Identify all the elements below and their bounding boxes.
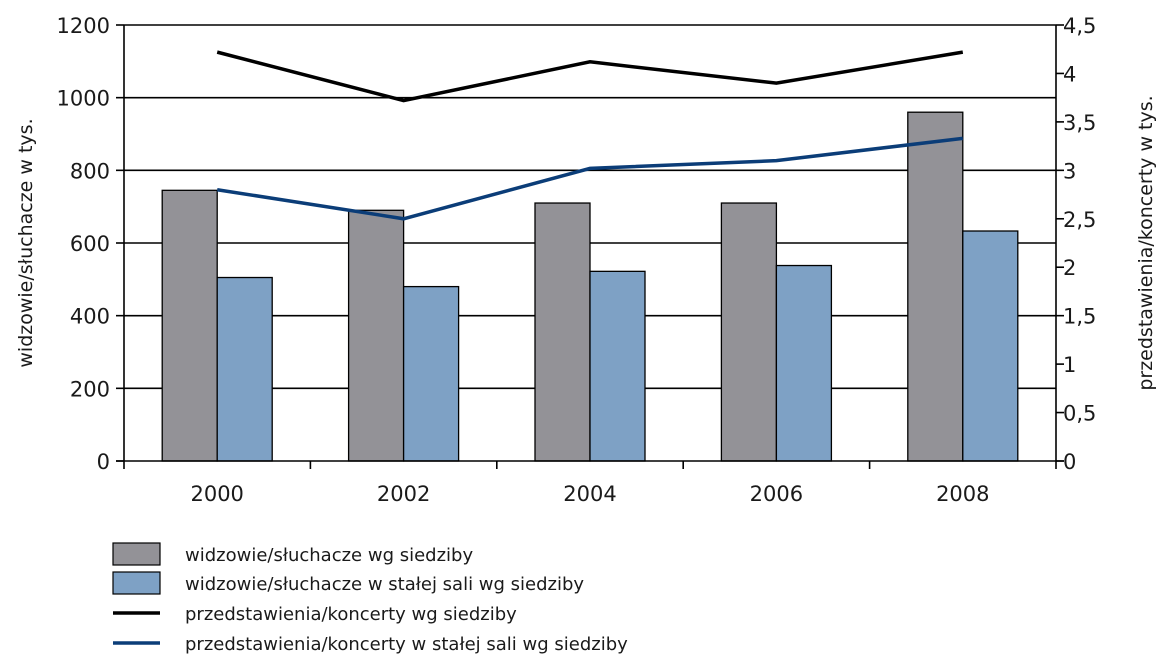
y-tick-label: 600 bbox=[70, 232, 110, 256]
bar bbox=[962, 230, 1019, 462]
y2-tick-label: 1,5 bbox=[1063, 305, 1096, 329]
y2-tick-label: 3 bbox=[1063, 159, 1076, 183]
y-tick-label: 400 bbox=[70, 305, 110, 329]
y2-tick-label: 0,5 bbox=[1063, 402, 1096, 426]
y-tick-label: 1200 bbox=[57, 14, 110, 38]
y-tick-label: 200 bbox=[70, 377, 110, 401]
x-tick-label: 2000 bbox=[190, 482, 243, 506]
series-lines bbox=[216, 50, 964, 221]
y2-axis-title: przedstawienia/koncerty w tys. bbox=[1135, 95, 1156, 390]
bar bbox=[589, 270, 646, 462]
x-tick-label: 2008 bbox=[936, 482, 989, 506]
bar bbox=[534, 202, 591, 462]
legend: widzowie/słuchacze wg siedziby widzowie/s… bbox=[112, 542, 628, 655]
bar bbox=[402, 285, 460, 462]
bars bbox=[161, 111, 1019, 462]
legend-swatch bbox=[112, 571, 161, 595]
bar bbox=[907, 111, 964, 462]
y-tick-label: 0 bbox=[97, 450, 110, 474]
y2-tick-label: 2,5 bbox=[1063, 208, 1096, 232]
y2-tick-label: 1 bbox=[1063, 353, 1076, 377]
y2-tick-label: 0 bbox=[1063, 450, 1076, 474]
legend-label: przedstawienia/koncerty wg siedziby bbox=[185, 604, 517, 625]
legend-label: przedstawienia/koncerty w stałej sali wg… bbox=[185, 634, 628, 655]
axes: 0 200 400 600 800 1000 1200 0 0,5 1 1,5 2 2,5 3 3,5 4 4,… bbox=[57, 14, 1097, 506]
y2-tick-label: 2 bbox=[1063, 256, 1076, 280]
bar bbox=[347, 209, 405, 462]
bar bbox=[161, 189, 218, 462]
legend-label: widzowie/słuchacze w stałej sali wg sied… bbox=[185, 574, 584, 595]
bar bbox=[775, 264, 833, 462]
legend-swatch bbox=[112, 542, 161, 566]
y2-tick-label: 3,5 bbox=[1063, 111, 1096, 135]
y-axis-title: widzowie/słuchacze w tys. bbox=[15, 118, 37, 367]
series-line bbox=[216, 136, 964, 221]
legend-label: widzowie/słuchacze wg siedziby bbox=[185, 545, 473, 566]
y-tick-label: 1000 bbox=[57, 87, 110, 111]
bar bbox=[216, 276, 273, 462]
y2-tick-label: 4,5 bbox=[1063, 14, 1096, 38]
x-tick-label: 2006 bbox=[750, 482, 803, 506]
x-tick-label: 2004 bbox=[563, 482, 616, 506]
x-tick-label: 2002 bbox=[377, 482, 430, 506]
bar bbox=[720, 202, 778, 462]
y-tick-label: 800 bbox=[70, 159, 110, 183]
y2-tick-label: 4 bbox=[1063, 62, 1076, 86]
series-line bbox=[216, 50, 964, 103]
